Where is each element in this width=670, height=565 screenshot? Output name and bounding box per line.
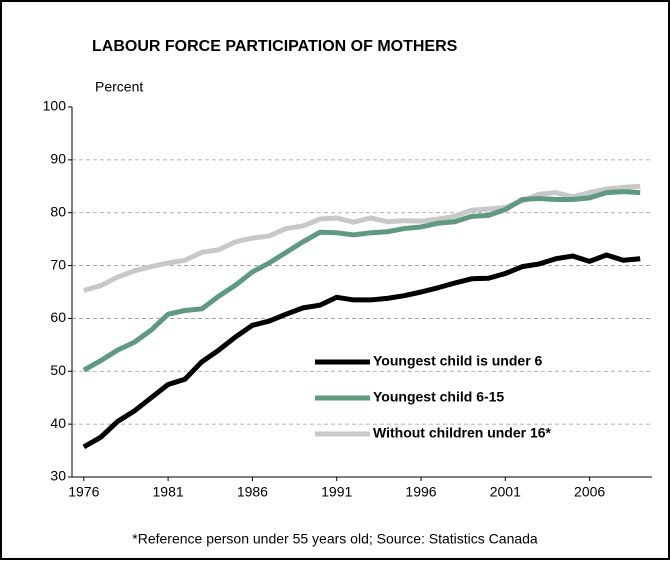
series-line — [82, 252, 641, 450]
x-tick-label: 1996 — [405, 484, 436, 500]
x-tick-label: 1976 — [68, 484, 99, 500]
x-tick-label: 1981 — [153, 484, 184, 500]
y-tick-label: 100 — [43, 98, 67, 114]
legend-label: Without children under 16* — [373, 425, 552, 441]
legend-label: Youngest child is under 6 — [373, 353, 543, 369]
x-tick-label: 2001 — [490, 484, 521, 500]
y-tick-label: 80 — [50, 203, 66, 219]
x-tick-label: 1991 — [321, 484, 352, 500]
chart-title: LABOUR FORCE PARTICIPATION OF MOTHERS — [92, 38, 458, 55]
y-axis-label: Percent — [95, 79, 143, 95]
x-tick-label: 1986 — [237, 484, 268, 500]
y-tick-label: 50 — [50, 362, 66, 378]
footnote: *Reference person under 55 years old; So… — [132, 531, 538, 547]
legend-label: Youngest child 6-15 — [373, 389, 504, 405]
y-tick-label: 70 — [50, 256, 66, 272]
y-tick-label: 90 — [50, 151, 66, 167]
y-tick-label: 60 — [50, 309, 66, 325]
y-tick-label: 40 — [50, 415, 66, 431]
series-line — [82, 189, 641, 373]
series-line — [83, 183, 641, 293]
y-tick-label: 30 — [50, 468, 66, 484]
x-tick-label: 2006 — [574, 484, 605, 500]
